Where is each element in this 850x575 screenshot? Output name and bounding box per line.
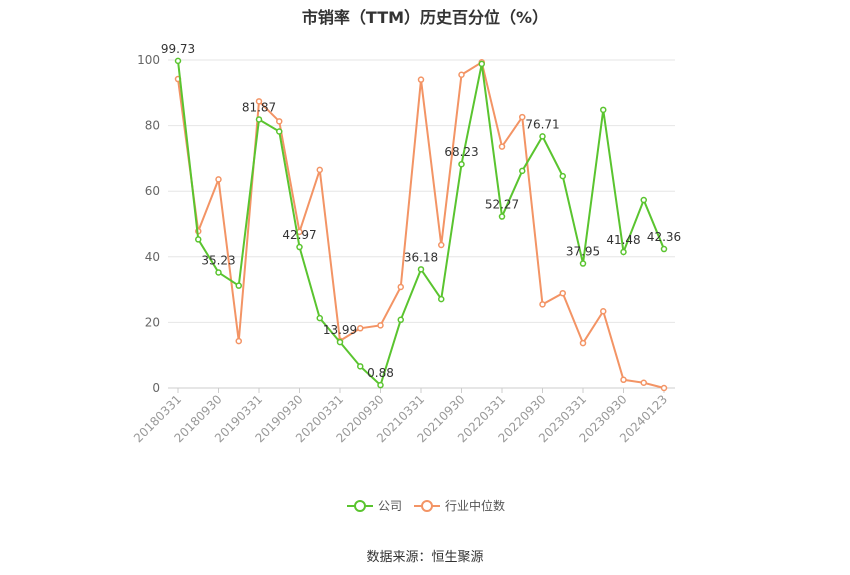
legend-item-industry-median: 行业中位数 bbox=[414, 498, 505, 513]
data-point bbox=[235, 337, 242, 345]
chart-title: 市销率（TTM）历史百分位（%） bbox=[301, 8, 549, 27]
data-point bbox=[316, 314, 323, 322]
y-tick-label: 0 bbox=[152, 381, 160, 395]
data-point bbox=[235, 282, 242, 289]
data-point bbox=[438, 295, 445, 303]
legend-item-company: 公司 bbox=[347, 499, 402, 513]
data-point bbox=[600, 307, 607, 315]
source-note: 数据来源：恒生聚源 bbox=[366, 550, 484, 565]
y-tick-label: 100 bbox=[137, 53, 160, 67]
data-label: 37.95 bbox=[566, 245, 600, 259]
data-point bbox=[438, 241, 445, 249]
data-point bbox=[215, 176, 222, 183]
series-layer bbox=[174, 57, 668, 392]
legend: 公司 行业中位数 bbox=[347, 498, 505, 513]
y-tick-label: 20 bbox=[145, 315, 160, 329]
data-label: 0.88 bbox=[367, 366, 394, 380]
data-point bbox=[579, 339, 587, 347]
data-point bbox=[377, 381, 384, 389]
data-point bbox=[579, 260, 587, 267]
data-point bbox=[559, 289, 566, 297]
legend-marker bbox=[354, 500, 366, 512]
data-point bbox=[255, 98, 263, 105]
data-label: 36.18 bbox=[404, 250, 438, 264]
data-label: 42.36 bbox=[647, 230, 681, 244]
data-point bbox=[620, 376, 627, 384]
data-label: 13.99 bbox=[323, 323, 357, 337]
data-point bbox=[174, 57, 182, 65]
data-point bbox=[316, 166, 323, 174]
legend-label: 公司 bbox=[378, 499, 402, 513]
data-point bbox=[519, 113, 526, 121]
data-label: 81.87 bbox=[242, 100, 276, 114]
data-point bbox=[195, 236, 202, 243]
data-label: 76.71 bbox=[525, 117, 559, 131]
data-point bbox=[559, 172, 566, 180]
data-point bbox=[620, 248, 627, 256]
data-label: 42.97 bbox=[282, 228, 316, 242]
y-tick-label: 80 bbox=[145, 119, 160, 133]
data-point bbox=[276, 128, 283, 135]
data-label: 41.48 bbox=[606, 233, 640, 247]
data-point bbox=[417, 76, 425, 83]
data-point bbox=[255, 116, 263, 123]
y-tick-label: 60 bbox=[145, 184, 160, 198]
data-point bbox=[660, 245, 668, 253]
data-point bbox=[397, 316, 404, 324]
data-point bbox=[357, 325, 364, 332]
data-point bbox=[458, 71, 465, 79]
data-point bbox=[215, 269, 222, 276]
data-point bbox=[660, 384, 668, 392]
data-point bbox=[397, 283, 404, 291]
data-point bbox=[478, 60, 485, 68]
data-point bbox=[600, 106, 607, 114]
data-point bbox=[519, 167, 526, 175]
grid-lines bbox=[168, 59, 675, 323]
data-point bbox=[357, 363, 364, 370]
data-label: 35.23 bbox=[201, 253, 235, 267]
data-label: 68.23 bbox=[444, 145, 478, 159]
data-point bbox=[336, 338, 344, 346]
data-point bbox=[498, 143, 506, 150]
data-point bbox=[458, 160, 465, 168]
data-point bbox=[296, 243, 303, 251]
legend-label: 行业中位数 bbox=[445, 498, 505, 513]
y-tick-label: 40 bbox=[145, 250, 160, 264]
data-point bbox=[640, 196, 647, 204]
data-point bbox=[539, 301, 546, 308]
data-point bbox=[539, 133, 546, 140]
data-point bbox=[640, 379, 647, 387]
data-label: 52.27 bbox=[485, 198, 519, 212]
data-labels: 99.73 35.23 81.87 42.97 13.99 0.88 36.18 68.23 5… bbox=[161, 42, 681, 380]
legend-marker bbox=[421, 500, 433, 512]
data-point bbox=[498, 213, 506, 220]
data-point bbox=[377, 322, 384, 329]
data-point bbox=[417, 266, 425, 273]
data-point bbox=[276, 118, 283, 125]
data-label: 99.73 bbox=[161, 42, 195, 56]
